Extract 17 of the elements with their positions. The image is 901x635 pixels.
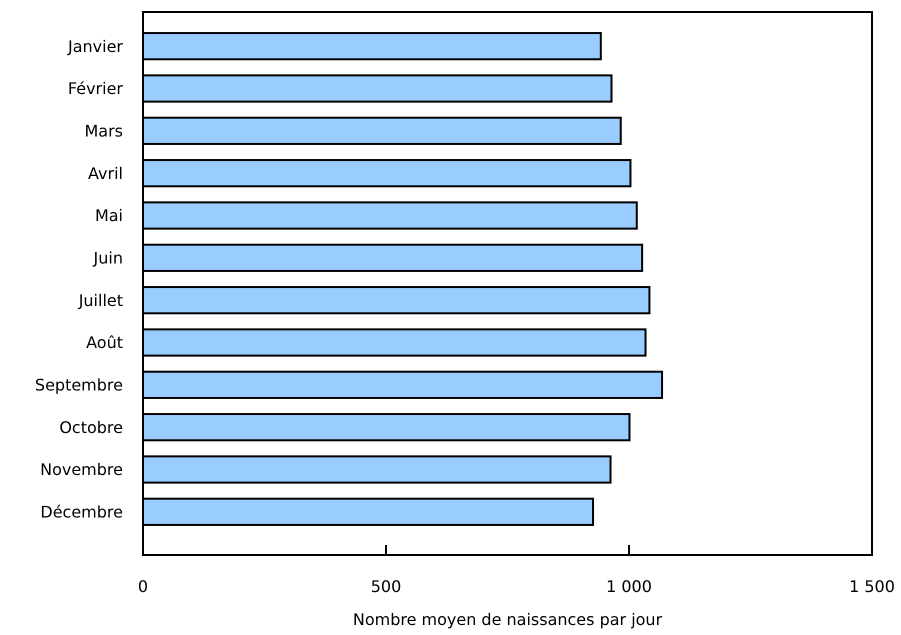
y-tick-label: Août bbox=[86, 333, 123, 352]
y-tick-label: Janvier bbox=[67, 36, 124, 56]
y-tick-label: Avril bbox=[88, 164, 123, 183]
x-tick-label: 500 bbox=[370, 577, 402, 596]
x-tick-label: 0 bbox=[138, 577, 148, 596]
y-tick-label: Mars bbox=[84, 121, 123, 140]
y-tick-label: Février bbox=[68, 79, 124, 98]
x-tick-label: 1 000 bbox=[606, 577, 652, 596]
y-tick-label: Juin bbox=[92, 248, 123, 268]
y-tick-label: Juillet bbox=[78, 290, 123, 310]
x-axis-title: Nombre moyen de naissances par jour bbox=[352, 610, 663, 629]
y-tick-label: Novembre bbox=[40, 460, 123, 480]
x-tick-label: 1 500 bbox=[849, 577, 895, 596]
y-tick-label: Septembre bbox=[34, 375, 123, 394]
y-tick-label: Octobre bbox=[59, 418, 123, 437]
y-tick-label: Mai bbox=[94, 206, 123, 226]
y-tick-label: Décembre bbox=[40, 502, 123, 522]
